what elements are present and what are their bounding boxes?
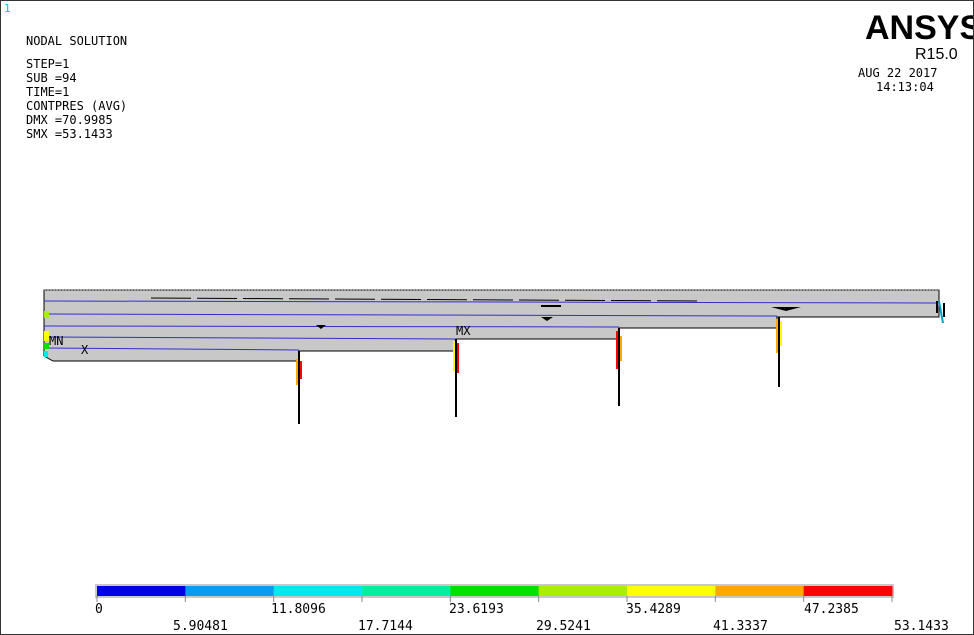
max-marker: MX (456, 324, 471, 338)
deformed-body (43, 289, 940, 362)
legend-top-label-0: 0 (95, 602, 103, 617)
spike-2 (453, 339, 459, 417)
legend-ticks (96, 596, 893, 602)
step-label: STEP=1 (26, 57, 70, 71)
smx-label: SMX =53.1433 (26, 127, 113, 141)
beam-body (43, 289, 940, 362)
legend-bottom-label-2: 29.5241 (536, 619, 591, 634)
dmx-label: DMX =70.9985 (26, 113, 113, 127)
legend-bottom-label-0: 5.90481 (173, 619, 228, 634)
legend-bottom-label-3: 41.3337 (713, 619, 768, 634)
legend-top-label-4: 47.2385 (804, 602, 859, 617)
legend-swatch-1 (185, 586, 275, 596)
spike-end (936, 300, 945, 324)
axis-x-marker: X (81, 343, 89, 357)
legend-swatch-4 (450, 586, 540, 596)
legend-top-label-1: 11.8096 (271, 602, 326, 617)
release-label: R15.0 (915, 46, 958, 63)
plot-title: NODAL SOLUTION (26, 34, 128, 48)
legend-swatches (97, 586, 893, 596)
spike-3 (616, 328, 622, 406)
window-number: 1 (4, 2, 11, 15)
legend-top-label-3: 35.4289 (626, 602, 681, 617)
legend-swatch-2 (273, 586, 363, 596)
legend-swatch-6 (627, 586, 716, 596)
quantity-label: CONTPRES (AVG) (26, 99, 128, 113)
legend-swatch-3 (362, 586, 451, 596)
contact-spikes (296, 300, 945, 424)
legend-top-label-2: 23.6193 (449, 602, 504, 617)
min-marker: MN (49, 334, 63, 348)
legend-swatch-5 (538, 586, 628, 596)
legend-swatch-8 (803, 586, 893, 596)
date-label: AUG 22 2017 (858, 66, 938, 80)
substep-label: SUB =94 (26, 71, 77, 85)
spike-4 (776, 317, 782, 387)
left-support-marks (44, 311, 49, 357)
spike-1 (296, 351, 302, 424)
legend-swatch-7 (715, 586, 805, 596)
legend-bottom-label-1: 17.7144 (358, 619, 413, 634)
time-stamp: 14:13:04 (876, 80, 934, 94)
legend-swatch-0 (97, 586, 186, 596)
time-label: TIME=1 (26, 85, 70, 99)
legend-bottom-label-4: 53.1433 (894, 619, 949, 634)
ansys-logo: ANSYS (865, 9, 974, 47)
